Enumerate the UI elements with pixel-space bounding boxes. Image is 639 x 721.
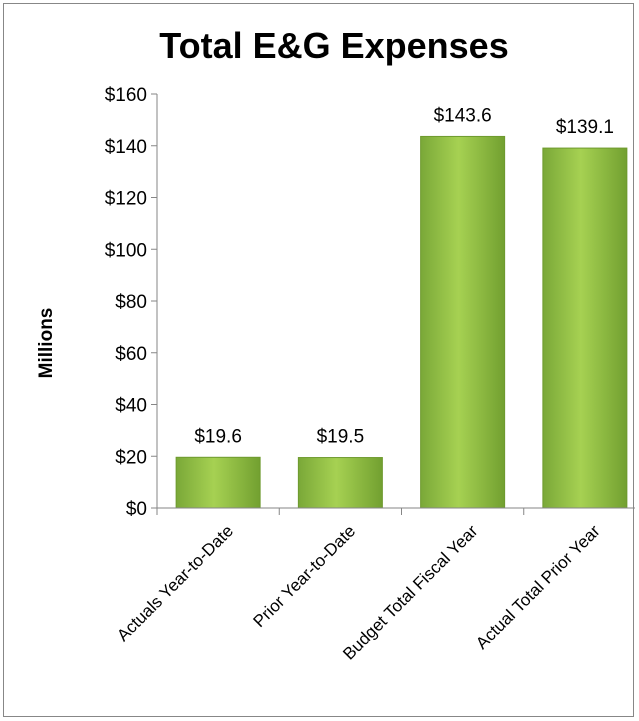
data-label: $19.6 [194,426,242,447]
y-tick-label: $160 [105,85,147,106]
category-label: Budget Total Fiscal Year [339,521,481,663]
data-label: $143.6 [434,105,492,126]
category-labels-group: Actuals Year-to-Date Prior Year-to-DateBu… [113,521,604,663]
category-label: Actuals Year-to-Date [113,521,237,645]
bar [175,456,261,509]
y-tick-label: $80 [115,292,147,313]
data-labels-group: $19.6 $19.5 $143.6 $139.1 [194,105,614,447]
y-tick-label: $20 [115,447,147,468]
y-tick-label: $40 [115,396,147,417]
category-label: Prior Year-to-Date [250,521,360,631]
bar [542,147,628,509]
bar-chart: Total E&G Expenses Millions $0$20$40$60$… [36,25,635,664]
chart-frame: Total E&G Expenses Millions $0 $20 $40 $60 $… [3,3,635,717]
bar [420,135,506,509]
y-tick-label: $60 [115,344,147,365]
y-tick-label: $120 [105,189,147,210]
data-label: $19.5 [317,427,365,448]
data-label: $139.1 [556,117,614,138]
y-tick-label: $0 [126,499,147,520]
y-axis-label: Millions [36,308,57,379]
chart-title: Total E&G Expenses [159,25,508,66]
y-tick-label: $140 [105,137,147,158]
category-label: Actual Total Prior Year [472,521,604,653]
y-tick-label: $100 [105,240,147,261]
y-axis-ticks: $0 $20 $40 $60 $80 $100 $120 $140 $160 [105,85,525,520]
bars-group [175,135,628,509]
bar [297,457,383,509]
